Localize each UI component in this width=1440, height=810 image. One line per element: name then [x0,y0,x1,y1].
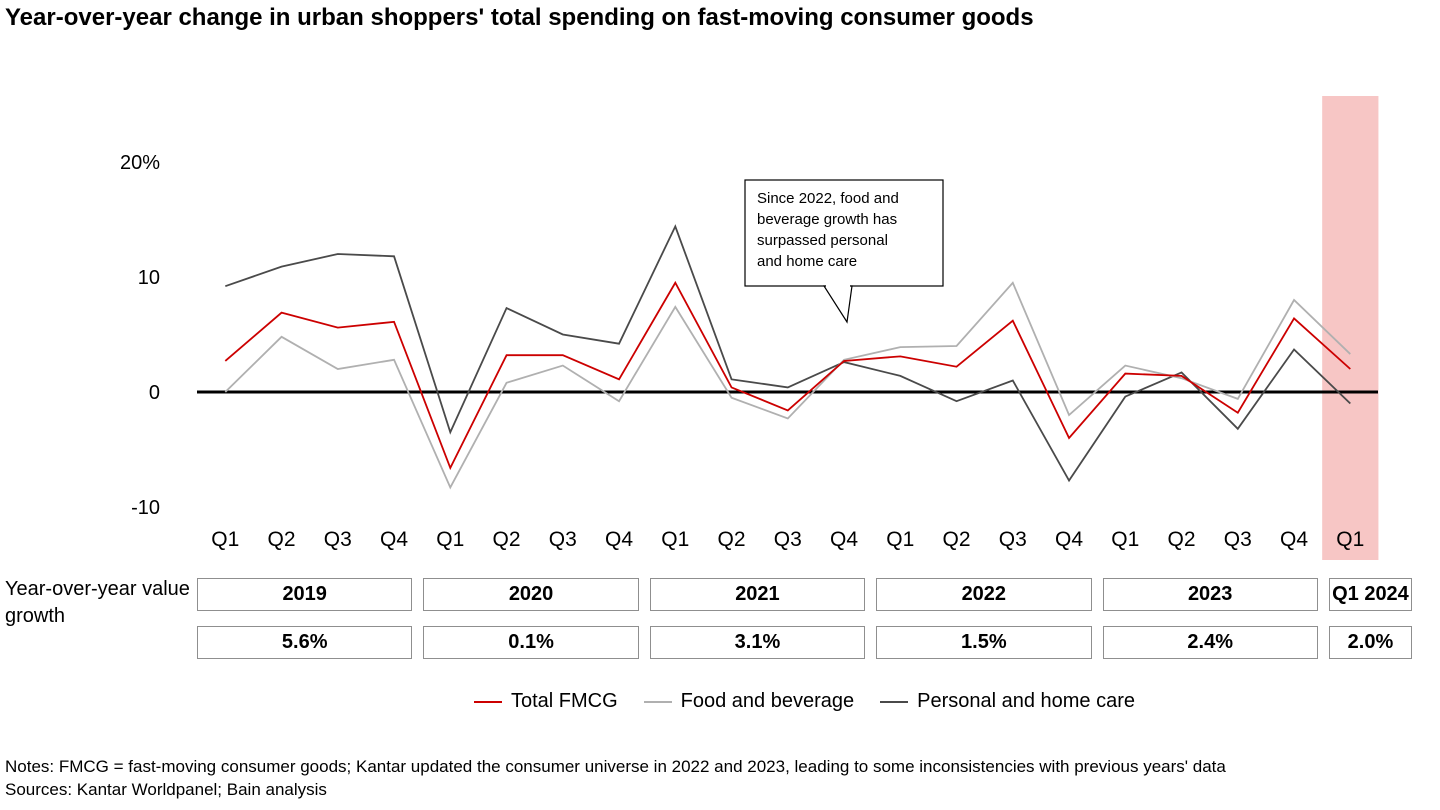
series-line-personal-and-home-care [225,224,1351,483]
x-axis-quarter-label: Q4 [380,528,408,551]
legend-label: Personal and home care [917,690,1136,712]
x-axis-quarter-label: Q4 [605,528,633,551]
annotation-text-line: and home care [757,253,857,270]
year-growth-table: 2019 2020 2021 2022 2023 Q1 2024 5.6% 0.1% 3.1%… [197,578,1413,659]
annotation-pointer [822,285,853,324]
value-growth-row-label: Year-over-year value growth [5,578,190,627]
x-axis-quarter-label: Q1 [436,528,464,551]
year-cell: 2022 [876,578,1092,611]
growth-cell: 2.0% [1328,626,1413,659]
y-axis-tick-label: 10 [138,267,160,289]
y-axis-tick-label: -10 [131,497,160,519]
legend-line-swatch [473,700,502,703]
growth-cell: 5.6% [197,626,413,659]
year-row: 2019 2020 2021 2022 2023 Q1 2024 [197,578,1413,611]
annotation-text-line: Since 2022, food and [757,190,899,207]
x-axis-quarter-label: Q2 [1168,528,1196,551]
x-axis-quarter-label: Q3 [774,528,802,551]
x-axis-quarter-label: Q3 [324,528,352,551]
notes-line: Notes: FMCG = fast-moving consumer goods… [5,757,1226,776]
x-axis-quarter-label: Q4 [830,528,858,551]
x-axis-quarter-label: Q1 [1111,528,1139,551]
legend-line-swatch [880,700,909,703]
year-cell: 2020 [423,578,639,611]
x-axis-quarter-label: Q1 [661,528,689,551]
highlight-band-q1-2024 [1322,96,1379,560]
x-axis-quarter-label: Q3 [999,528,1027,551]
x-axis-quarter-label: Q2 [268,528,296,551]
year-cell: 2023 [1102,578,1318,611]
growth-row: 5.6% 0.1% 3.1% 1.5% 2.4% 2.0% [197,626,1413,659]
legend-line-swatch [643,700,672,703]
x-axis-quarter-label: Q3 [549,528,577,551]
x-axis-quarter-label: Q3 [1224,528,1252,551]
line-chart: 20% 10 0 -10 Q1 Q2 Q3 Q4 Q1 Q2 Q3 Q4 Q1 Q2 Q3 Q4 Q1 Q2 Q3 Q… [120,96,1379,560]
footnotes: Notes: FMCG = fast-moving consumer goods… [5,755,1226,801]
year-cell: Q1 2024 [1328,578,1413,611]
growth-cell: 2.4% [1102,626,1318,659]
legend-item: Personal and home care [880,690,1135,713]
sources-line: Sources: Kantar Worldpanel; Bain analysi… [5,780,327,799]
year-cell: 2021 [649,578,866,611]
growth-cell: 1.5% [876,626,1092,659]
x-axis-quarter-label: Q1 [211,528,239,551]
x-axis-quarter-label: Q2 [718,528,746,551]
x-axis-quarter-label: Q1 [1336,528,1364,551]
growth-cell: 3.1% [649,626,866,659]
annotation-box [744,179,944,287]
legend-label: Food and beverage [680,690,855,712]
y-axis-tick-label: 20% [120,152,160,174]
annotation-text-line: surpassed personal [757,232,888,249]
x-axis-quarter-label: Q1 [886,528,914,551]
year-cell: 2019 [197,578,413,611]
y-axis-tick-label: 0 [149,382,160,404]
x-axis-quarter-label: Q4 [1055,528,1083,551]
series-line-total-fmcg [224,280,1351,471]
page-title: Year-over-year change in urban shoppers'… [5,4,1034,31]
legend-item: Food and beverage [643,690,855,713]
annotation-text-line: beverage growth has [757,211,897,228]
x-axis-quarter-label: Q2 [493,528,521,551]
x-axis-quarter-label: Q4 [1280,528,1308,551]
growth-cell: 0.1% [423,626,639,659]
x-axis-quarter-label: Q2 [943,528,971,551]
legend-item: Total FMCG [473,690,618,713]
legend-label: Total FMCG [510,690,618,712]
chart-legend: Total FMCG Food and beverage Personal and … [197,690,1412,713]
series-line-food-and-beverage [224,281,1351,490]
